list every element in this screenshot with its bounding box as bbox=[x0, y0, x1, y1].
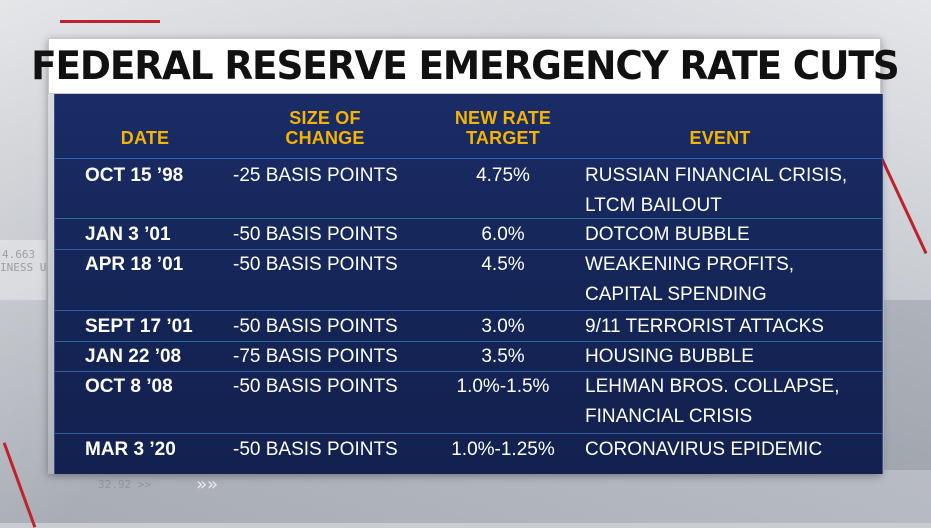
header-size-line1: SIZE OF bbox=[289, 108, 361, 128]
header-date: DATE bbox=[95, 128, 195, 148]
graphic-title: FEDERAL RESERVE EMERGENCY RATE CUTS bbox=[30, 43, 900, 89]
row-event-line2: CAPITAL SPENDING bbox=[585, 284, 767, 305]
title-bar: FEDERAL RESERVE EMERGENCY RATE CUTS bbox=[31, 38, 899, 94]
ticker-left-2: INESS U bbox=[0, 261, 47, 274]
row-rate: 1.0%-1.5% bbox=[456, 376, 550, 397]
row-size: -50 BASIS POINTS bbox=[233, 439, 398, 460]
table-row: JAN 3 ’01 -50 BASIS POINTS 6.0% DOTCOM B… bbox=[55, 218, 882, 249]
rate-cuts-graphic: FEDERAL RESERVE EMERGENCY RATE CUTS DATE… bbox=[31, 38, 899, 474]
row-rate: 3.5% bbox=[481, 346, 525, 367]
header-rate-line1: NEW RATE bbox=[454, 108, 552, 128]
table-row: MAR 3 ’20 -50 BASIS POINTS 1.0%-1.25% CO… bbox=[55, 433, 882, 474]
table-row: OCT 15 ’98 -25 BASIS POINTS 4.75% RUSSIA… bbox=[55, 158, 882, 219]
row-event-line1: HOUSING BUBBLE bbox=[585, 346, 754, 367]
row-rate: 1.0%-1.25% bbox=[451, 439, 555, 460]
row-rate: 4.5% bbox=[481, 254, 525, 275]
row-rate: 6.0% bbox=[481, 224, 525, 245]
table-row: JAN 22 ’08 -75 BASIS POINTS 3.5% HOUSING… bbox=[55, 341, 882, 372]
ticker-left: 4.663 bbox=[2, 248, 36, 261]
row-size: -50 BASIS POINTS bbox=[233, 316, 398, 337]
row-event-line1: CORONAVIRUS EPIDEMIC bbox=[585, 439, 823, 460]
row-date: JAN 3 ’01 bbox=[85, 224, 171, 245]
deco-panel-right bbox=[884, 300, 931, 470]
row-size: -50 BASIS POINTS bbox=[233, 254, 398, 275]
row-event-line1: DOTCOM BUBBLE bbox=[585, 224, 750, 245]
row-rate: 4.75% bbox=[476, 165, 530, 186]
header-rate-line2: TARGET bbox=[466, 128, 540, 148]
header-size-line2: CHANGE bbox=[285, 128, 365, 148]
row-event-line1: RUSSIAN FINANCIAL CRISIS, bbox=[585, 165, 848, 186]
row-event-line1: WEAKENING PROFITS, bbox=[585, 254, 795, 275]
header-size: SIZE OF CHANGE bbox=[255, 108, 395, 148]
header-event-label: EVENT bbox=[689, 128, 751, 148]
row-date: SEPT 17 ’01 bbox=[85, 316, 193, 337]
row-date: MAR 3 ’20 bbox=[85, 439, 176, 460]
row-size: -75 BASIS POINTS bbox=[233, 346, 398, 367]
header-event: EVENT bbox=[635, 128, 805, 148]
row-event-line2: LTCM BAILOUT bbox=[585, 195, 722, 216]
row-event-line1: LEHMAN BROS. COLLAPSE, bbox=[585, 376, 840, 397]
row-date: JAN 22 ’08 bbox=[85, 346, 182, 367]
header-date-label: DATE bbox=[120, 128, 170, 148]
table-row: APR 18 ’01 -50 BASIS POINTS 4.5% WEAKENI… bbox=[55, 249, 882, 310]
row-size: -50 BASIS POINTS bbox=[233, 376, 398, 397]
ticker-bottom: 32.92 >> bbox=[98, 478, 151, 491]
rate-cuts-table: DATE SIZE OF CHANGE NEW RATE TARGET EVEN… bbox=[54, 94, 883, 474]
row-date: OCT 8 ’08 bbox=[85, 376, 173, 397]
chevrons-icon: »» bbox=[196, 474, 218, 495]
row-date: APR 18 ’01 bbox=[85, 254, 184, 275]
deco-red-line-top bbox=[60, 20, 160, 23]
row-rate: 3.0% bbox=[481, 316, 525, 337]
row-size: -25 BASIS POINTS bbox=[233, 165, 398, 186]
header-rate: NEW RATE TARGET bbox=[425, 108, 581, 148]
table-row: SEPT 17 ’01 -50 BASIS POINTS 3.0% 9/11 T… bbox=[55, 310, 882, 341]
row-size: -50 BASIS POINTS bbox=[233, 224, 398, 245]
deco-panel-left bbox=[0, 240, 46, 300]
row-event-line1: 9/11 TERRORIST ATTACKS bbox=[585, 316, 824, 337]
row-date: OCT 15 ’98 bbox=[85, 165, 184, 186]
row-event-line2: FINANCIAL CRISIS bbox=[585, 406, 753, 427]
table-row: OCT 8 ’08 -50 BASIS POINTS 1.0%-1.5% LEH… bbox=[55, 371, 882, 433]
